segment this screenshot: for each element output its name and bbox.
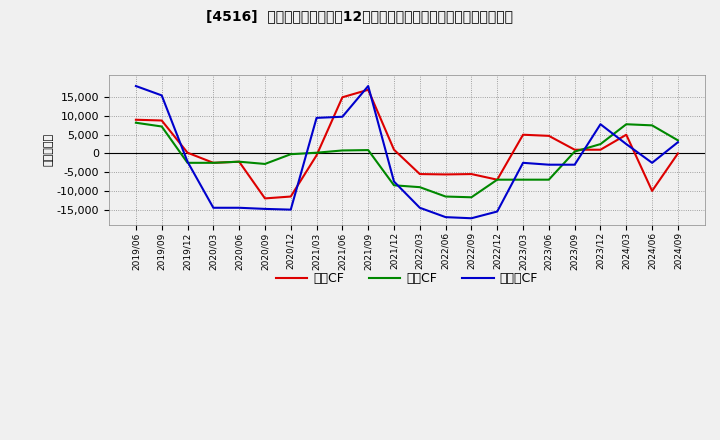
投資CF — [209, 160, 217, 165]
フリーCF — [622, 141, 631, 147]
投資CF — [544, 177, 553, 182]
フリーCF — [235, 205, 243, 210]
フリーCF — [287, 207, 295, 212]
営業CF — [261, 196, 269, 201]
フリーCF — [674, 139, 683, 145]
フリーCF — [209, 205, 217, 210]
投資CF — [441, 194, 450, 199]
Line: 投資CF: 投資CF — [136, 123, 678, 197]
フリーCF — [596, 121, 605, 127]
Legend: 営業CF, 投資CF, フリーCF: 営業CF, 投資CF, フリーCF — [271, 267, 543, 290]
営業CF — [364, 87, 372, 92]
営業CF — [493, 177, 502, 182]
投資CF — [364, 147, 372, 153]
フリーCF — [132, 84, 140, 89]
フリーCF — [338, 114, 347, 119]
フリーCF — [467, 216, 476, 221]
Line: フリーCF: フリーCF — [136, 86, 678, 218]
営業CF — [183, 150, 192, 155]
フリーCF — [183, 159, 192, 164]
Y-axis label: （百万円）: （百万円） — [44, 133, 54, 166]
営業CF — [674, 151, 683, 156]
営業CF — [622, 132, 631, 137]
営業CF — [570, 147, 579, 152]
投資CF — [518, 177, 527, 182]
投資CF — [287, 151, 295, 157]
投資CF — [158, 124, 166, 129]
投資CF — [261, 161, 269, 167]
フリーCF — [570, 162, 579, 167]
フリーCF — [441, 214, 450, 220]
投資CF — [467, 194, 476, 200]
フリーCF — [261, 206, 269, 212]
投資CF — [390, 183, 398, 188]
投資CF — [132, 120, 140, 125]
フリーCF — [518, 160, 527, 165]
フリーCF — [415, 205, 424, 210]
フリーCF — [390, 179, 398, 184]
投資CF — [183, 160, 192, 165]
投資CF — [235, 159, 243, 164]
営業CF — [132, 117, 140, 122]
投資CF — [674, 138, 683, 143]
投資CF — [415, 184, 424, 190]
営業CF — [390, 147, 398, 152]
営業CF — [287, 194, 295, 199]
営業CF — [648, 188, 657, 194]
フリーCF — [648, 160, 657, 165]
営業CF — [467, 172, 476, 177]
フリーCF — [312, 115, 321, 121]
投資CF — [622, 121, 631, 127]
投資CF — [596, 141, 605, 147]
フリーCF — [364, 84, 372, 89]
Line: 営業CF: 営業CF — [136, 90, 678, 198]
投資CF — [338, 148, 347, 153]
フリーCF — [158, 93, 166, 98]
営業CF — [209, 160, 217, 165]
投資CF — [570, 149, 579, 154]
営業CF — [338, 95, 347, 100]
投資CF — [312, 150, 321, 155]
営業CF — [415, 172, 424, 177]
投資CF — [493, 177, 502, 182]
営業CF — [312, 153, 321, 158]
フリーCF — [493, 209, 502, 214]
営業CF — [235, 159, 243, 164]
フリーCF — [544, 162, 553, 167]
営業CF — [544, 133, 553, 139]
営業CF — [158, 118, 166, 123]
投資CF — [648, 123, 657, 128]
営業CF — [441, 172, 450, 177]
営業CF — [518, 132, 527, 137]
営業CF — [596, 147, 605, 152]
Text: [4516]  キャッシュフローの12か月移動合計の対前年同期増減額の推移: [4516] キャッシュフローの12か月移動合計の対前年同期増減額の推移 — [207, 9, 513, 23]
